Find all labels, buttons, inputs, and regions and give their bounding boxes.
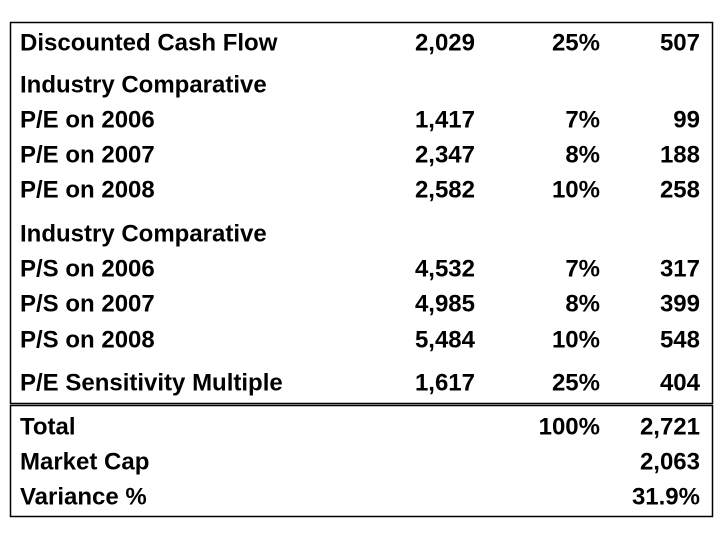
cell-result: 188 bbox=[660, 141, 700, 168]
cell-value: 4,985 bbox=[415, 290, 475, 317]
cell-label: Market Cap bbox=[20, 448, 149, 475]
cell-value: 1,417 bbox=[415, 106, 475, 133]
cell-label: Total bbox=[20, 413, 76, 440]
cell-label: P/S on 2007 bbox=[20, 290, 155, 317]
cell-label: Discounted Cash Flow bbox=[20, 29, 278, 56]
cell-result: 548 bbox=[660, 326, 700, 353]
cell-weight: 100% bbox=[539, 413, 600, 440]
cell-label: Industry Comparative bbox=[20, 220, 267, 247]
cell-label: P/S on 2006 bbox=[20, 255, 155, 282]
cell-result: 99 bbox=[673, 106, 700, 133]
cell-value: 4,532 bbox=[415, 255, 475, 282]
cell-result: 258 bbox=[660, 176, 700, 203]
table-border bbox=[9, 21, 714, 405]
cell-weight: 7% bbox=[565, 255, 600, 282]
cell-label: P/E on 2007 bbox=[20, 141, 155, 168]
cell-weight: 7% bbox=[565, 106, 600, 133]
cell-value: 5,484 bbox=[415, 326, 476, 353]
cell-weight: 8% bbox=[565, 290, 600, 317]
cell-label: Variance % bbox=[20, 483, 147, 510]
cell-label: P/E on 2006 bbox=[20, 106, 155, 133]
cell-label: Industry Comparative bbox=[20, 71, 267, 98]
cell-value: 1,617 bbox=[415, 369, 475, 396]
cell-weight: 25% bbox=[552, 29, 600, 56]
cell-result: 2,063 bbox=[640, 448, 700, 475]
cell-result: 31.9% bbox=[632, 483, 700, 510]
cell-value: 2,029 bbox=[415, 29, 475, 56]
cell-weight: 8% bbox=[565, 141, 600, 168]
cell-result: 317 bbox=[660, 255, 700, 282]
cell-weight: 25% bbox=[552, 369, 600, 396]
cell-weight: 10% bbox=[552, 326, 600, 353]
cell-result: 507 bbox=[660, 29, 700, 56]
summary-border bbox=[9, 404, 714, 518]
cell-result: 404 bbox=[660, 369, 701, 396]
cell-label: P/S on 2008 bbox=[20, 326, 155, 353]
cell-result: 399 bbox=[660, 290, 700, 317]
cell-label: P/E Sensitivity Multiple bbox=[20, 369, 283, 396]
cell-result: 2,721 bbox=[640, 413, 700, 440]
cell-value: 2,582 bbox=[415, 176, 475, 203]
cell-weight: 10% bbox=[552, 176, 600, 203]
cell-value: 2,347 bbox=[415, 141, 475, 168]
cell-label: P/E on 2008 bbox=[20, 176, 155, 203]
